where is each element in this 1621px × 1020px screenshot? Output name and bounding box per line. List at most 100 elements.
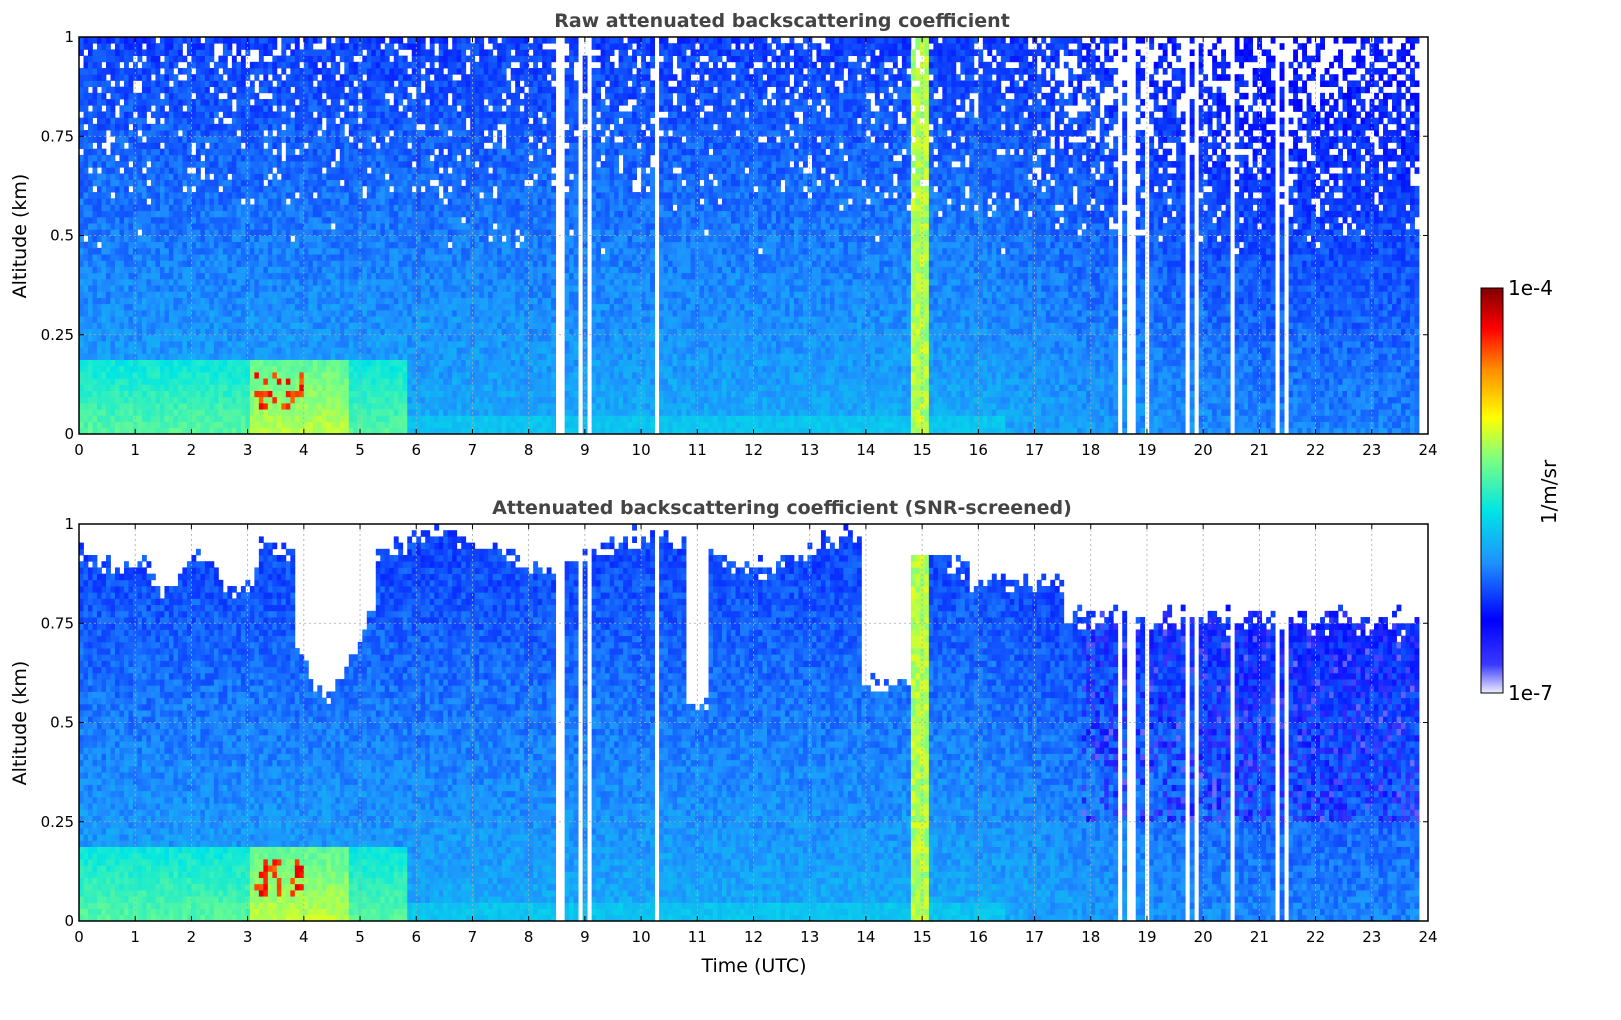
- heat-cell: [267, 291, 273, 298]
- heat-cell: [339, 402, 345, 410]
- heat-cell: [177, 154, 183, 162]
- heat-cell: [384, 179, 390, 187]
- heat-cell: [272, 328, 278, 336]
- heat-cell: [146, 396, 152, 404]
- heat-cell: [164, 192, 170, 199]
- heat-cell: [79, 247, 84, 255]
- heat-cell: [429, 390, 435, 398]
- heat-cell: [393, 359, 399, 367]
- heat-cell: [101, 260, 107, 267]
- heat-cell: [416, 99, 422, 106]
- heat-cell: [407, 185, 413, 193]
- heat-cell: [236, 179, 242, 187]
- heat-cell: [101, 371, 107, 379]
- heat-cell: [222, 192, 228, 199]
- heat-cell: [105, 365, 111, 373]
- heat-cell: [402, 316, 408, 323]
- heat-cell: [380, 173, 386, 181]
- heat-cell: [96, 37, 102, 44]
- heat-cell: [308, 68, 314, 75]
- heat-cell: [218, 117, 224, 125]
- heat-cell: [204, 173, 210, 181]
- heat-cell: [267, 130, 273, 137]
- heat-cell: [294, 142, 300, 150]
- heat-cell: [245, 365, 251, 373]
- heat-cell: [96, 378, 102, 385]
- heat-cell: [326, 285, 332, 292]
- heat-cell: [123, 241, 129, 249]
- heat-cell: [128, 396, 134, 404]
- heat-cell: [123, 278, 129, 286]
- heat-cell: [335, 247, 341, 255]
- heat-cell: [191, 235, 197, 243]
- heat-cell: [173, 409, 179, 416]
- heat-cell: [159, 167, 165, 174]
- heat-cell: [393, 384, 399, 391]
- heat-cell: [132, 68, 138, 75]
- heat-cell: [173, 309, 179, 317]
- heat-cell: [416, 43, 422, 50]
- heat-cell: [339, 316, 345, 323]
- heat-cell: [267, 347, 273, 354]
- heat-cell: [290, 278, 296, 286]
- heat-cell: [191, 210, 197, 218]
- heat-cell: [353, 241, 359, 249]
- heat-cell: [380, 396, 386, 404]
- heat-cell: [425, 49, 431, 57]
- heat-cell: [92, 340, 98, 348]
- heat-cell: [155, 347, 161, 354]
- heat-cell: [281, 173, 287, 181]
- heat-cell: [389, 371, 395, 379]
- heat-cell: [96, 291, 102, 298]
- heat-cell: [92, 235, 98, 243]
- heat-cell: [218, 347, 224, 354]
- heat-cell: [317, 402, 323, 410]
- heat-cell: [348, 210, 354, 218]
- heat-cell: [339, 92, 345, 100]
- heat-cell: [285, 378, 291, 385]
- heat-cell: [200, 303, 206, 311]
- heat-cell: [254, 68, 260, 75]
- heat-cell: [321, 204, 327, 212]
- heat-cell: [209, 136, 215, 143]
- heat-cell: [227, 390, 233, 398]
- heat-cell: [236, 291, 242, 298]
- heat-cell: [222, 260, 228, 267]
- heat-cell: [254, 260, 260, 267]
- heat-cell: [299, 378, 305, 385]
- heat-cell: [308, 316, 314, 323]
- heat-cell: [222, 142, 228, 150]
- heat-cell: [128, 92, 134, 100]
- heat-cell: [258, 43, 264, 50]
- heat-cell: [200, 216, 206, 224]
- heat-cell: [380, 136, 386, 143]
- heat-cell: [371, 384, 377, 391]
- heat-cell: [101, 359, 107, 367]
- heat-cell: [267, 235, 273, 243]
- heat-cell: [222, 111, 228, 119]
- heat-cell: [290, 37, 296, 44]
- heat-cell: [123, 43, 129, 50]
- heat-cell: [195, 185, 201, 193]
- heat-cell: [195, 92, 201, 100]
- heat-cell: [110, 130, 116, 137]
- heat-cell: [258, 136, 264, 143]
- heat-cell: [326, 55, 332, 63]
- heat-cell: [231, 74, 237, 81]
- heat-cell: [281, 204, 287, 212]
- heat-cell: [339, 86, 345, 94]
- heat-cell: [380, 297, 386, 305]
- heat-cell: [375, 371, 381, 379]
- heat-cell: [150, 260, 156, 267]
- heat-cell: [200, 235, 206, 243]
- heat-cell: [87, 80, 93, 88]
- heat-cell: [285, 402, 291, 410]
- heat-cell: [218, 421, 224, 429]
- heat-cell: [308, 266, 314, 274]
- heat-cell: [173, 123, 179, 131]
- heat-cell: [317, 123, 323, 131]
- heat-cell: [168, 316, 174, 323]
- heat-cell: [438, 99, 444, 106]
- heat-cell: [321, 260, 327, 267]
- heat-cell: [123, 402, 129, 410]
